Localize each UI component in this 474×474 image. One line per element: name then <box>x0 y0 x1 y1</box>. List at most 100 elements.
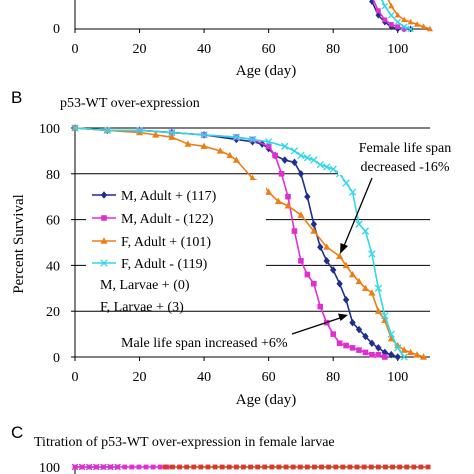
point-f-adult-plus-3 <box>152 131 160 138</box>
male-annotation-arrow <box>291 317 341 335</box>
point-f-adult-plus-13 <box>274 197 282 204</box>
legend-background <box>86 180 266 304</box>
c-series-red-pt-522 <box>241 464 246 470</box>
point-f-adult-plus-22 <box>361 284 369 291</box>
c-series-red-pt-852 <box>347 464 353 470</box>
point-f-adult-minus-3 <box>168 128 176 137</box>
panel-top-ytick-0: 0 <box>53 22 60 37</box>
c-series-magenta <box>72 464 172 470</box>
panel-b-y-axis-label: Percent Survival <box>11 194 27 294</box>
top-series-1 <box>372 0 407 32</box>
point-m-adult-plus-15 <box>317 243 324 251</box>
point-m-adult-minus-14 <box>311 280 317 287</box>
point-m-adult-minus-11 <box>291 228 298 234</box>
top-point-3-5 <box>400 23 408 30</box>
x-tick-label-40: 40 <box>197 370 211 385</box>
c-series-red-pt-478 <box>226 464 232 470</box>
c-series-red-pt-324 <box>177 464 182 470</box>
point-f-adult-plus-4 <box>168 133 176 140</box>
point-f-adult-plus-15 <box>297 211 305 218</box>
male-annotation-text: Male life span increased +6% <box>121 336 288 351</box>
legend-extra-m-larvae: M, Larvae + (0) <box>100 278 190 293</box>
c-series-magenta-pt-198 <box>136 464 142 470</box>
top-point-2-3 <box>394 11 401 18</box>
female-annotation-line1: Female life span <box>359 141 452 156</box>
series-line-m-adult-plus <box>74 127 398 358</box>
male-annotation-background <box>118 332 324 352</box>
point-m-adult-minus-15 <box>317 303 324 310</box>
top-point-1-6 <box>401 26 407 32</box>
legend-label-f-adult-plus: F, Adult + (101) <box>121 235 211 250</box>
point-m-adult-minus-19 <box>343 342 349 349</box>
top-x-tick-label-80: 80 <box>326 42 340 57</box>
point-f-adult-plus-23 <box>368 289 376 296</box>
legend-swatch-marker-m-adult-minus <box>101 215 107 221</box>
top-series-2 <box>387 0 434 32</box>
top-point-1-3 <box>382 17 388 23</box>
legend-swatch-marker-f-adult-minus-b <box>100 259 108 267</box>
point-f-adult-plus-2 <box>136 128 144 136</box>
top-point-2-6 <box>413 21 421 27</box>
c-series-red-pt-346 <box>184 464 190 470</box>
top-point-2-7 <box>420 23 427 30</box>
point-m-adult-plus-13 <box>304 192 311 201</box>
point-f-adult-minus-11-b <box>303 154 312 162</box>
c-series-magenta-pt-22 <box>79 464 85 470</box>
point-f-adult-minus-2-b <box>135 126 144 134</box>
point-f-adult-minus-2 <box>135 126 144 134</box>
c-series-red-pt-962 <box>383 464 388 470</box>
c-series-red-pt-456 <box>219 464 225 470</box>
c-series-red-pt-698 <box>297 464 303 470</box>
point-f-adult-minus-14 <box>323 163 331 171</box>
legend: M, Adult + (117) M, Adult - (122) F, Adult… <box>92 189 217 272</box>
c-series-red-pt-280 <box>162 464 168 470</box>
panel-top-series <box>369 0 434 33</box>
y-tick-label-60: 60 <box>46 214 60 229</box>
legend-swatch-marker-m-adult-plus <box>100 191 108 199</box>
point-f-adult-minus-12-b <box>310 156 318 164</box>
point-f-adult-minus-24 <box>387 330 395 338</box>
point-f-adult-plus-17 <box>323 243 331 250</box>
c-series-magenta-pt-110 <box>108 464 113 470</box>
point-f-adult-minus-15-b <box>329 165 337 173</box>
point-f-adult-minus-21 <box>368 250 376 258</box>
point-f-adult-plus-8 <box>226 151 234 159</box>
point-f-adult-minus-19 <box>355 220 363 228</box>
point-f-adult-plus-20 <box>349 270 357 278</box>
point-f-adult-plus-30 <box>413 351 421 358</box>
point-f-adult-minus-23 <box>381 312 389 320</box>
panel-c-series-start <box>71 463 431 471</box>
point-m-adult-minus-22 <box>362 349 369 356</box>
point-m-adult-minus-23 <box>369 351 375 358</box>
legend-entry-m-adult-minus: M, Adult - (122) <box>92 212 214 227</box>
panel-b-letter: B <box>11 88 22 107</box>
point-m-adult-minus-17 <box>330 331 336 337</box>
top-x-tick-label-20: 20 <box>133 42 147 57</box>
panel-top-x-axis-label: Age (day) <box>236 63 296 79</box>
female-annotation-arrow <box>343 177 373 247</box>
y-tick-label-40: 40 <box>46 259 60 274</box>
c-series-red-pt-896 <box>361 464 367 470</box>
top-point-3-5-b <box>400 23 408 30</box>
legend-swatch-marker-f-adult-plus <box>100 237 108 244</box>
point-f-adult-plus-12 <box>265 188 273 195</box>
top-point-3-6 <box>407 25 414 33</box>
top-point-3-2-b <box>381 2 389 10</box>
point-m-adult-minus-13 <box>304 271 311 278</box>
panel-c-title: Titration of p53-WT over-expression in f… <box>34 435 335 450</box>
female-annotation-line2: decreased -16% <box>360 160 449 175</box>
point-m-adult-plus-24 <box>375 344 382 352</box>
point-m-adult-plus-27 <box>394 353 401 361</box>
top-point-3-3-b <box>388 12 395 19</box>
c-series-red <box>162 464 431 470</box>
top-point-3-2 <box>381 2 389 10</box>
point-f-adult-minus-24-b <box>387 330 395 338</box>
panel-top-x-ticks: 0 20 40 60 80 100 <box>72 29 408 57</box>
point-m-adult-plus-26 <box>388 350 395 359</box>
panel-c-ytick-100: 100 <box>39 461 60 474</box>
panel-b-x-ticks: 0 20 40 60 80 100 <box>72 357 408 385</box>
point-f-adult-minus-8-b <box>281 142 289 150</box>
c-series-red-pt-742 <box>312 464 317 470</box>
top-point-1-4 <box>388 22 394 27</box>
